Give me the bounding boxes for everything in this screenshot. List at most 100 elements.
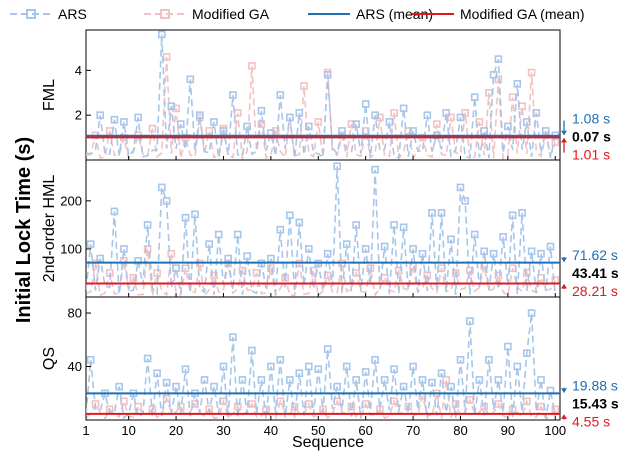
series-ars-marker bbox=[418, 376, 427, 384]
series-modified-ga-marker bbox=[494, 400, 503, 408]
series-ars-marker bbox=[323, 249, 332, 258]
series-ars-marker bbox=[181, 213, 190, 222]
y-tick-label: 80 bbox=[68, 306, 82, 321]
series-ars-marker bbox=[447, 382, 455, 391]
series-ars-marker bbox=[304, 245, 313, 253]
ga-mean-annotation: 1.01 s bbox=[572, 147, 610, 163]
series-ars-marker bbox=[390, 365, 398, 374]
series-ars-marker bbox=[333, 162, 342, 170]
series-ars-marker bbox=[167, 102, 176, 110]
panel-fml: 2 4 FML 1.08 s 0.07 s 1.01 s bbox=[41, 29, 611, 163]
series-ars-marker bbox=[513, 80, 522, 88]
panel-qs: 40 80 1 10 20 30 40 50 60 70 80 90 100 QS 19.88 s 15.43… bbox=[41, 296, 619, 438]
legend-label-ars: ARS bbox=[58, 6, 87, 22]
series-ars-marker bbox=[172, 264, 180, 273]
x-tick-label: 40 bbox=[264, 423, 278, 438]
x-tick-label: 80 bbox=[453, 423, 467, 438]
series-ars-marker bbox=[210, 382, 218, 391]
ars-mean-annotation: 19.88 s bbox=[572, 378, 618, 394]
series-ars-marker bbox=[532, 109, 541, 117]
series-ars-marker bbox=[480, 127, 489, 135]
series-ars-marker bbox=[409, 127, 417, 135]
series-ars-marker bbox=[489, 249, 498, 258]
series-ars-marker bbox=[504, 342, 512, 351]
panel-label: FML bbox=[41, 79, 58, 111]
legend: ARS Modified GA ARS (mean) Modified GA (… bbox=[10, 6, 585, 22]
legend-item-modified-ga: Modified GA bbox=[144, 6, 270, 22]
series-ars-marker bbox=[96, 254, 104, 263]
ars-arrow-head-icon bbox=[561, 257, 567, 263]
legend-label-ars-mean: ARS (mean) bbox=[356, 6, 433, 22]
series-ars-marker bbox=[214, 230, 223, 239]
y-tick-label: 4 bbox=[75, 63, 82, 78]
series-ars-marker bbox=[158, 30, 166, 39]
series-ars-marker bbox=[499, 233, 507, 241]
series-modified-ga-marker bbox=[480, 402, 489, 411]
series-ars-marker bbox=[304, 362, 313, 371]
series-ars-marker bbox=[361, 368, 370, 376]
series-modified-ga-marker bbox=[451, 269, 460, 277]
legend-label-modified-ga: Modified GA bbox=[192, 6, 270, 22]
series-ars-marker bbox=[371, 111, 379, 119]
legend-item-ars: ARS bbox=[10, 6, 87, 22]
series-ars-marker bbox=[385, 118, 394, 126]
series-ars-marker bbox=[219, 127, 228, 135]
series-ars-marker bbox=[267, 362, 275, 371]
series-modified-ga-line bbox=[86, 56, 557, 160]
series-ars-marker bbox=[210, 118, 218, 126]
series-ars-marker bbox=[243, 252, 251, 260]
series-modified-ga-marker bbox=[281, 273, 289, 282]
y-tick-label: 40 bbox=[68, 359, 82, 374]
series-ars-marker bbox=[205, 240, 213, 248]
series-modified-ga-marker bbox=[432, 120, 441, 128]
series-modified-ga-marker bbox=[248, 400, 256, 408]
series-ars-marker bbox=[485, 355, 493, 364]
x-tick-label: 70 bbox=[406, 423, 420, 438]
series-ars-marker bbox=[143, 354, 152, 363]
series-ars-marker bbox=[423, 111, 432, 119]
series-modified-ga-marker bbox=[205, 405, 213, 414]
ars-mean-annotation: 71.62 s bbox=[572, 247, 618, 263]
series-ars-marker bbox=[494, 376, 503, 384]
series-modified-ga-marker bbox=[522, 397, 531, 406]
series-ars-marker bbox=[110, 207, 119, 216]
series-ars-marker bbox=[461, 197, 470, 205]
series-modified-ga-marker bbox=[319, 405, 327, 414]
series-modified-ga-marker bbox=[522, 269, 531, 277]
series-modified-ga-marker bbox=[129, 273, 138, 282]
series-ars-marker bbox=[134, 257, 142, 265]
series-ars-marker bbox=[276, 91, 285, 99]
series-ars-marker bbox=[371, 165, 379, 174]
series-ars-marker bbox=[489, 71, 498, 79]
plot-area bbox=[86, 162, 560, 297]
panel-label: QS bbox=[41, 347, 58, 370]
series-ars-marker bbox=[219, 362, 228, 371]
series-modified-ga-marker bbox=[442, 376, 451, 384]
series-ars-marker bbox=[437, 209, 446, 217]
series-ars-marker bbox=[338, 127, 346, 135]
series-modified-ga-marker bbox=[494, 75, 503, 84]
series-modified-ga-marker bbox=[290, 402, 299, 411]
series-ars-marker bbox=[428, 378, 436, 387]
series-ars-marker bbox=[238, 376, 247, 384]
series-ars-marker bbox=[181, 365, 190, 374]
series-ars-marker bbox=[522, 118, 531, 126]
series-ars-marker bbox=[285, 376, 294, 384]
series-ars-marker bbox=[494, 55, 503, 63]
series-modified-ga-marker bbox=[162, 394, 171, 403]
series-modified-ga-marker bbox=[494, 271, 503, 280]
series-modified-ga-marker bbox=[447, 113, 455, 122]
x-tick-label: 1 bbox=[82, 423, 89, 438]
series-ars-marker bbox=[86, 355, 95, 364]
ga-arrow-head-icon bbox=[561, 137, 567, 143]
series-ars-marker bbox=[437, 369, 446, 378]
series-ars-marker bbox=[380, 376, 389, 384]
series-ars-marker bbox=[257, 106, 266, 115]
series-ars-marker bbox=[229, 91, 237, 99]
series-modified-ga-marker bbox=[120, 257, 128, 265]
difference-annotation: 15.43 s bbox=[572, 396, 619, 412]
series-modified-ga-marker bbox=[390, 109, 398, 117]
legend-item-ars-mean: ARS (mean) bbox=[308, 6, 433, 22]
